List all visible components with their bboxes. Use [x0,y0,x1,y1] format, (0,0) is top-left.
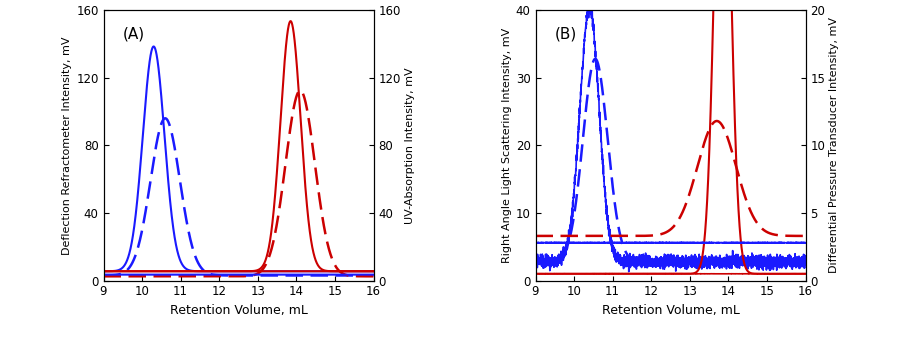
Text: (A): (A) [122,26,145,41]
Y-axis label: Right Angle Light Scattering Intensity, mV: Right Angle Light Scattering Intensity, … [501,28,511,263]
X-axis label: Retention Volume, mL: Retention Volume, mL [169,304,308,317]
Text: (B): (B) [554,26,577,41]
Y-axis label: Deflection Refractometer Intensity, mV: Deflection Refractometer Intensity, mV [62,36,72,255]
Y-axis label: UV-Absorption Intensity, mV: UV-Absorption Intensity, mV [405,67,415,224]
X-axis label: Retention Volume, mL: Retention Volume, mL [601,304,740,317]
Y-axis label: Differential Pressure Transducer Intensity, mV: Differential Pressure Transducer Intensi… [830,17,840,273]
